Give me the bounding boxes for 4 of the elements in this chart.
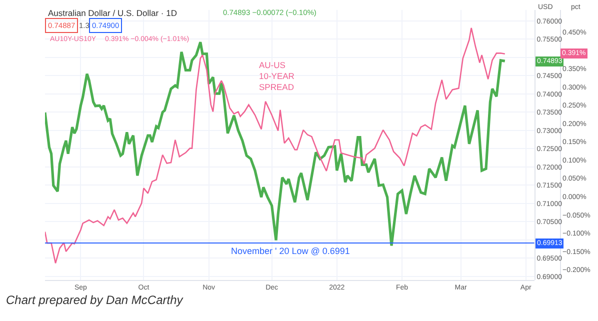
ref-line-label: November ' 20 Low @ 0.6991 [231, 246, 350, 256]
annotation: AU-US 10-YEAR SPREAD [259, 60, 294, 92]
chart-title: Australian Dollar / U.S. Dollar · 1D [48, 8, 177, 18]
text: Chart prepared by Dan McCarthy [6, 293, 184, 307]
